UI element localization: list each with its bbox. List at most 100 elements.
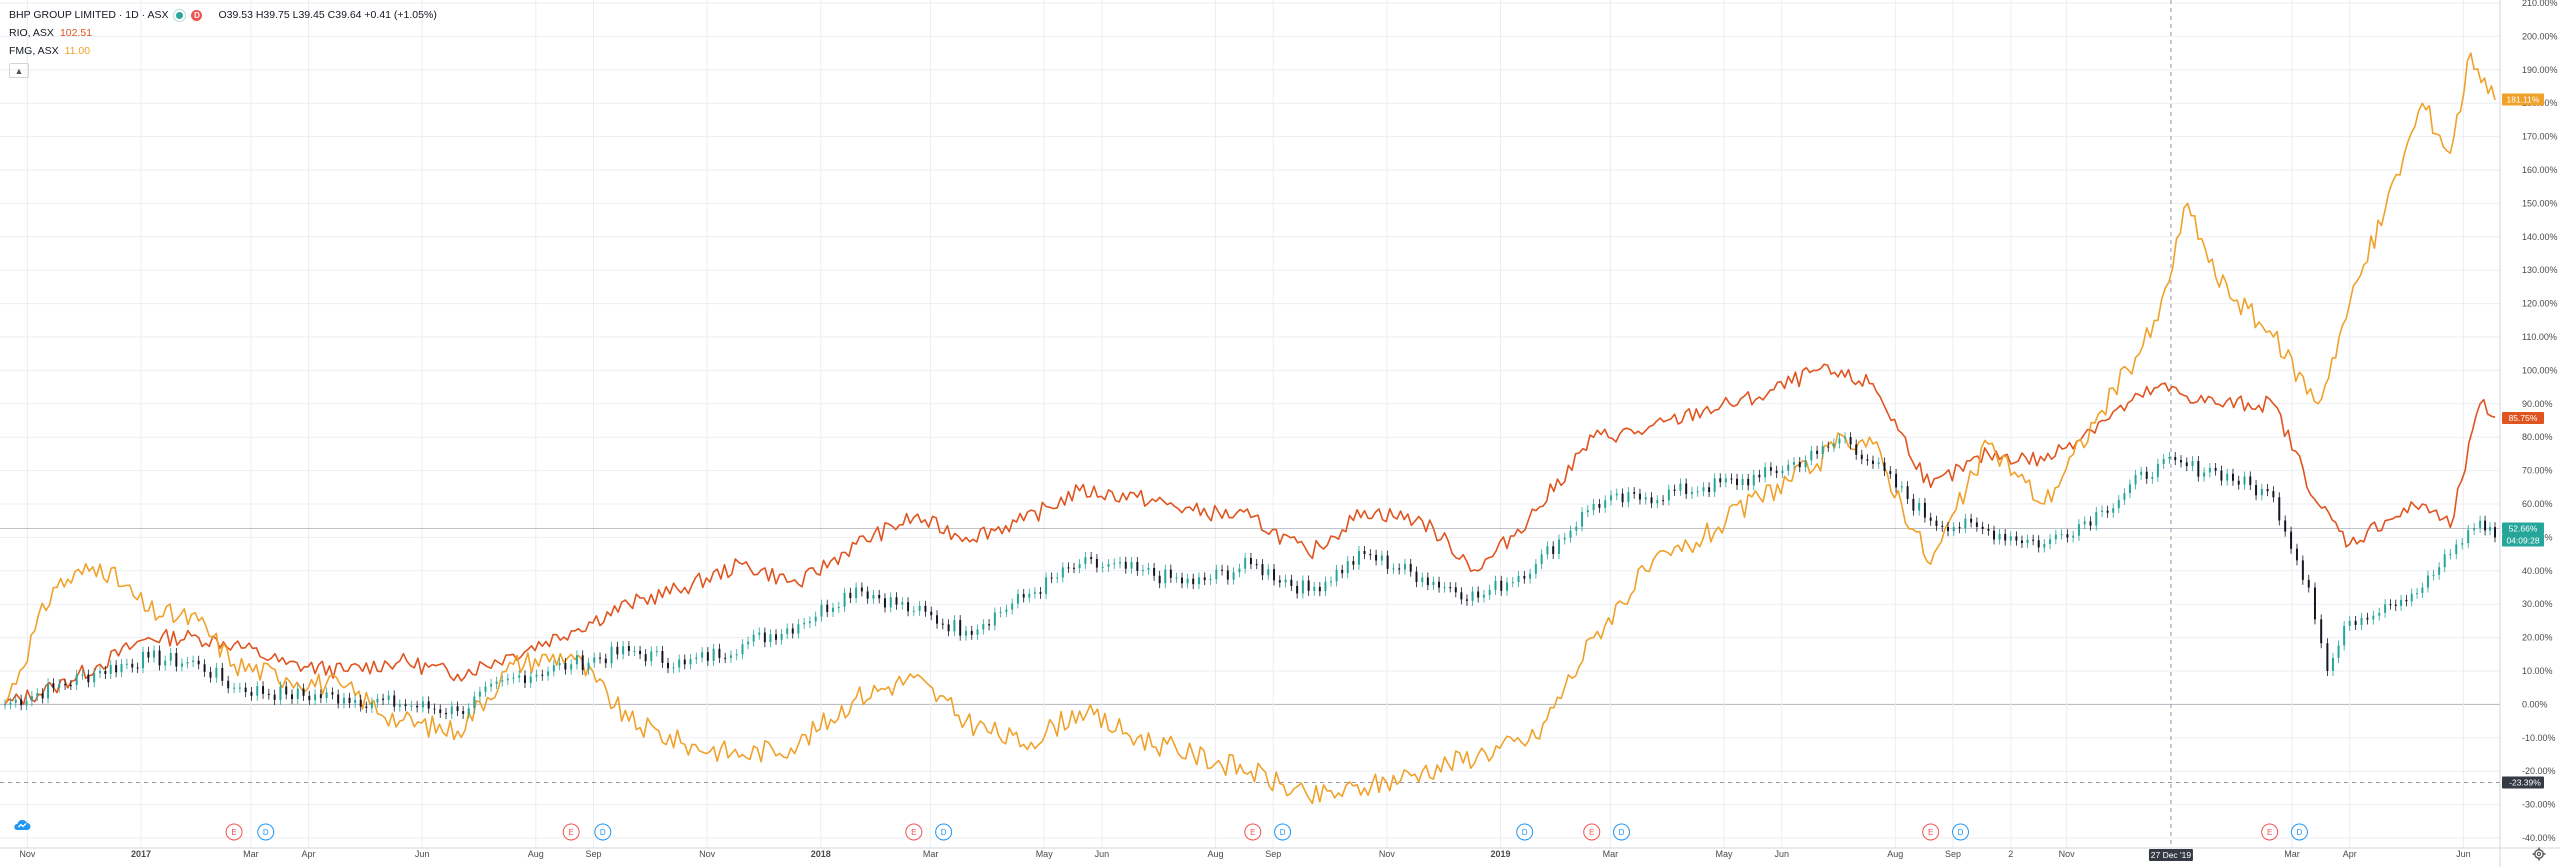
bhp-candle — [1849, 437, 1852, 445]
bhp-candle — [1877, 462, 1880, 464]
event-badge-icon[interactable]: D — [191, 9, 203, 21]
y-tick-label: 130.00% — [2522, 265, 2558, 275]
bhp-candle — [872, 594, 875, 599]
bhp-candle — [1090, 556, 1093, 560]
collapse-legend-button[interactable]: ▲ — [9, 63, 29, 78]
bhp-candle — [416, 705, 419, 708]
crosshair-y-tag: -23.39% — [2509, 778, 2541, 788]
bhp-candle — [456, 706, 459, 712]
bhp-candle — [993, 612, 996, 626]
bhp-candle — [2123, 493, 2126, 500]
bhp-candle — [1169, 569, 1172, 578]
bhp-candle — [1747, 478, 1750, 486]
bhp-candle — [1575, 526, 1578, 531]
bhp-candle — [4, 704, 6, 706]
bhp-candle — [1724, 478, 1727, 483]
bhp-candle — [2009, 536, 2012, 541]
crosshair-x-tag: 27 Dec '19 — [2151, 850, 2192, 860]
bhp-candle — [376, 698, 379, 703]
x-tick-label: Aug — [1887, 849, 1903, 859]
bhp-candle — [1209, 579, 1212, 581]
x-tick-label: May — [1715, 849, 1733, 859]
bhp-candle — [2410, 593, 2413, 602]
symbol-title[interactable]: BHP GROUP LIMITED · 1D · ASX — [9, 9, 169, 21]
bhp-candle — [2455, 544, 2458, 555]
bhp-candle — [523, 675, 526, 683]
x-tick-label: Sep — [586, 849, 602, 859]
bhp-candle — [849, 592, 852, 599]
x-tick-label: Sep — [1265, 849, 1281, 859]
fmg-last-value: 11.00 — [64, 45, 91, 57]
bhp-candle — [2220, 470, 2223, 481]
legend-main-row[interactable]: BHP GROUP LIMITED · 1D · ASX D O39.53 H3… — [9, 6, 437, 24]
bhp-candle — [1050, 577, 1053, 579]
bhp-candle — [1752, 474, 1755, 486]
bhp-candle — [2168, 456, 2171, 459]
bhp-candle — [115, 665, 118, 673]
bhp-candle — [1952, 527, 1955, 532]
bhp-candle — [2384, 604, 2387, 613]
bhp-candle — [439, 709, 442, 714]
bhp-candle — [2479, 520, 2482, 528]
bhp-candle — [87, 674, 90, 683]
bhp-candle — [273, 694, 276, 700]
earnings-marker — [905, 823, 923, 841]
bhp-candle — [1016, 594, 1019, 604]
bhp-candle — [131, 663, 134, 668]
y-tick-label: 40.00% — [2522, 566, 2553, 576]
event-marker-label: E — [1589, 828, 1594, 837]
bhp-candle — [1278, 580, 1281, 583]
dividend-marker — [2290, 823, 2308, 841]
bhp-candle — [387, 695, 390, 700]
bhp-candle — [627, 646, 630, 651]
y-tick-label: 150.00% — [2522, 198, 2558, 208]
bhp-candle — [1181, 577, 1184, 584]
bhp-candle — [1357, 550, 1360, 565]
bhp-candle — [81, 674, 84, 676]
bhp-candle — [1244, 557, 1247, 569]
bhp-candle — [547, 671, 550, 676]
bhp-candle — [860, 587, 863, 592]
legend-fmg-row[interactable]: FMG, ASX 11.00 — [9, 42, 437, 60]
legend-rio-row[interactable]: RIO, ASX 102.51 — [9, 24, 437, 42]
earnings-marker — [562, 823, 580, 841]
bhp-candle — [689, 659, 692, 665]
fmg-symbol-label[interactable]: FMG, ASX — [9, 45, 59, 57]
bhp-candle — [512, 677, 515, 679]
bhp-candle — [2405, 599, 2408, 602]
bhp-candle — [104, 671, 107, 674]
bhp-candle — [2145, 471, 2148, 479]
bhp-candle — [337, 694, 340, 704]
bhp-candle — [843, 592, 846, 607]
bhp-candle — [2208, 468, 2211, 473]
bhp-candle — [1067, 567, 1070, 569]
y-tick-label: 210.00% — [2522, 0, 2558, 8]
bhp-candle — [2394, 604, 2397, 606]
bhp-candle — [1375, 554, 1378, 561]
bhp-candle — [1392, 568, 1395, 570]
bhp-candle — [2231, 473, 2234, 481]
bhp-candle — [616, 646, 619, 655]
bhp-candle — [1609, 495, 1612, 501]
bhp-candle — [1147, 567, 1150, 570]
bhp-candle — [64, 684, 67, 686]
gear-icon[interactable] — [2532, 847, 2546, 861]
x-tick-label: Apr — [2343, 849, 2357, 859]
bhp-candle — [2043, 544, 2046, 548]
earnings-marker — [1583, 823, 1601, 841]
bhp-candle — [1764, 467, 1767, 478]
bhp-candle — [2400, 599, 2403, 606]
bhp-candle — [1482, 594, 1485, 598]
bhp-candle — [959, 620, 962, 636]
bhp-candle — [2260, 488, 2263, 496]
bhp-candle — [2290, 531, 2293, 549]
bhp-candle — [2272, 491, 2275, 498]
bhp-candle — [2372, 615, 2375, 620]
bhp-candle — [678, 659, 681, 668]
bhp-candle — [780, 633, 783, 640]
bhp-candle — [1136, 561, 1139, 571]
rio-symbol-label[interactable]: RIO, ASX — [9, 27, 54, 39]
bhp-candle — [1186, 578, 1189, 584]
cloud-icon[interactable] — [12, 818, 32, 832]
